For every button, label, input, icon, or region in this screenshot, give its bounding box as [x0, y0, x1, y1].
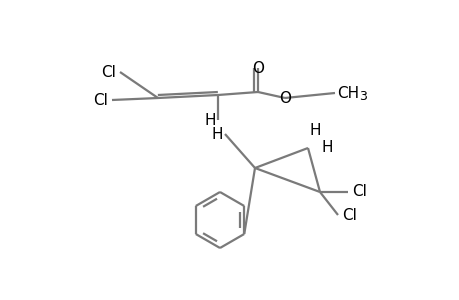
- Text: H: H: [321, 140, 333, 154]
- Text: H: H: [309, 122, 321, 137]
- Text: O: O: [252, 61, 263, 76]
- Text: Cl: Cl: [341, 208, 356, 223]
- Text: H: H: [211, 127, 223, 142]
- Text: Cl: Cl: [93, 92, 108, 107]
- Text: O: O: [279, 91, 291, 106]
- Text: 3: 3: [358, 89, 366, 103]
- Text: Cl: Cl: [351, 184, 366, 200]
- Text: CH: CH: [336, 85, 358, 100]
- Text: Cl: Cl: [101, 64, 116, 80]
- Text: H: H: [204, 112, 216, 128]
